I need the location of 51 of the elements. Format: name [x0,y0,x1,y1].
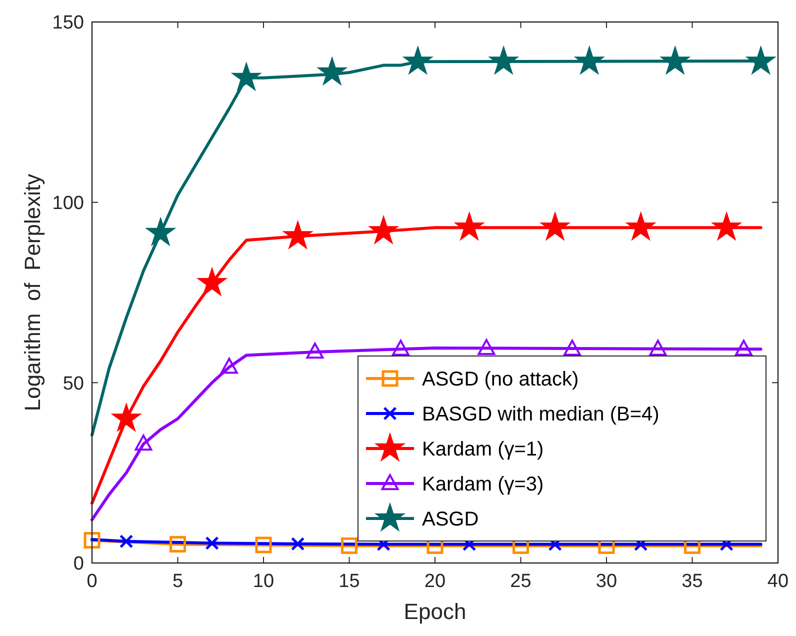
legend-label: ASGD (no attack) [422,368,579,390]
point [454,212,484,240]
point [540,212,570,240]
point [170,536,186,552]
x-tick-label: 5 [172,571,184,592]
point [220,358,238,374]
x-tick-label: 0 [86,571,98,592]
point [649,340,667,356]
point [255,536,272,554]
point [660,46,690,74]
point [290,537,305,551]
point [403,46,432,74]
y-axis-title: Logarithm of Perplexity [20,174,45,412]
point [306,342,324,359]
point [392,340,410,356]
point [626,212,656,240]
x-tick-label: 25 [510,571,532,592]
y-tick-label: 150 [52,12,84,34]
legend-label: Kardam (γ=1) [422,438,544,460]
x-tick-label: 15 [338,571,360,592]
point [341,537,358,554]
point [205,536,219,550]
point [735,340,752,356]
point [232,62,261,90]
point [489,46,518,74]
x-tick-label: 40 [767,571,789,592]
x-tick-label: 10 [252,571,274,592]
point [198,268,227,296]
y-tick-label: 0 [73,554,84,575]
point [146,218,176,246]
point [478,339,496,356]
point [318,57,347,85]
point [134,434,152,451]
point [564,340,581,356]
y-tick-label: 100 [52,192,84,214]
x-tick-label: 20 [424,571,446,592]
point [574,46,604,74]
x-tick-label: 35 [682,571,703,592]
point [112,403,141,432]
legend-label: BASGD with median (B=4) [422,404,660,426]
legend-label: ASGD [422,508,479,530]
y-tick-label: 50 [62,373,84,394]
x-axis-title: Epoch [404,599,466,624]
point [119,534,134,548]
point [746,46,776,74]
point [369,216,398,244]
point [712,212,742,240]
point [84,532,100,549]
legend-label: Kardam (γ=3) [422,474,544,496]
point [283,220,312,249]
x-tick-label: 30 [596,571,618,592]
